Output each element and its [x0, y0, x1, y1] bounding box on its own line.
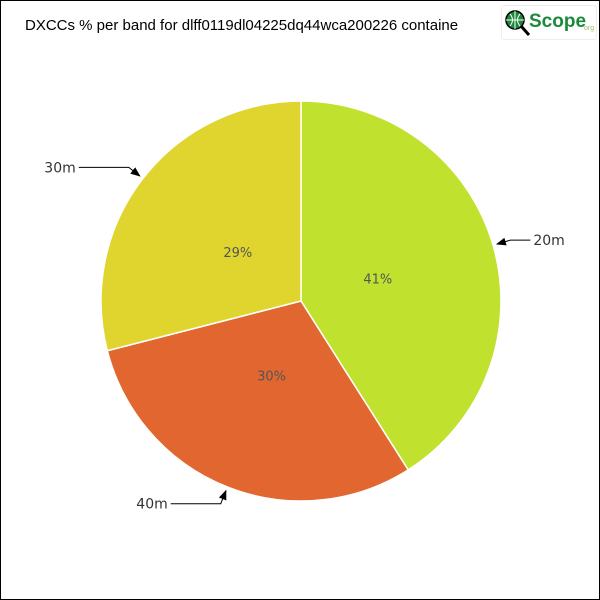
globe-magnifier-icon: [505, 10, 531, 36]
slice-value-label: 29%: [223, 246, 252, 261]
slice-label: 20m: [533, 233, 564, 249]
logo-text: Scope: [529, 11, 587, 32]
leader-line: [170, 489, 227, 505]
slice-value-label: 41%: [363, 273, 392, 288]
pie-slice-30m: [100, 100, 302, 352]
pie-slice-20m: [300, 100, 502, 471]
leader-line: [78, 166, 141, 177]
pie-slice-40m: [106, 300, 410, 502]
logo: Scope org: [501, 5, 597, 40]
slice-label: 30m: [44, 160, 75, 176]
chart-title: DXCCs % per band for dlff0119dl04225dq44…: [25, 17, 459, 34]
logo-suffix: org: [584, 25, 595, 32]
leader-line: [495, 237, 531, 246]
slice-label: 40m: [136, 497, 167, 513]
slice-value-label: 30%: [257, 369, 286, 384]
